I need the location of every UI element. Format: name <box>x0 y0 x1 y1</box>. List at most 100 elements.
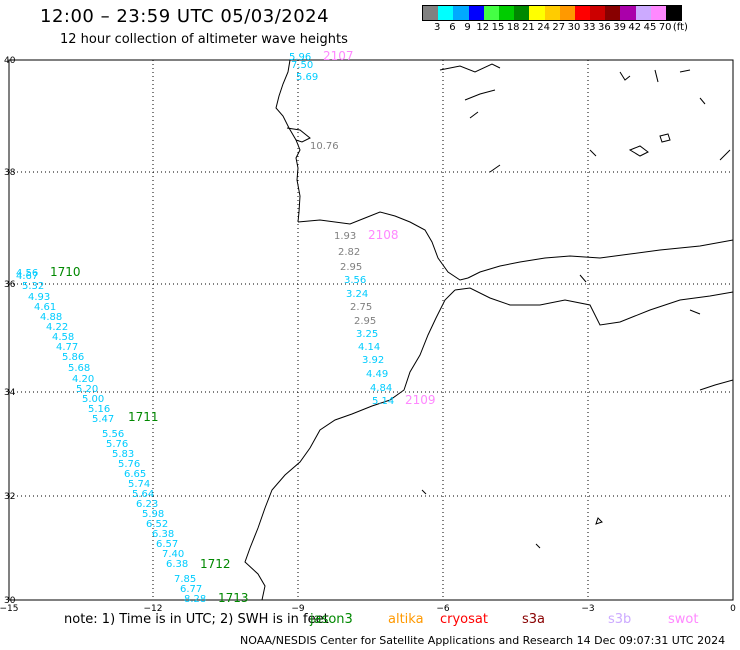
swh-value-label: 5.64 <box>132 489 154 500</box>
swh-value-label: 2.75 <box>350 302 372 313</box>
swh-value-label: 5.96 <box>289 52 311 63</box>
colorbar-label: 9 <box>464 22 471 33</box>
colorbar-swatch <box>635 6 651 20</box>
colorbar-label: 12 <box>476 22 490 33</box>
swh-value-label: 5.74 <box>128 479 150 490</box>
colorbar-label: 33 <box>582 22 596 33</box>
colorbar-swatch <box>453 6 469 20</box>
swh-value-label: 6.57 <box>156 539 178 550</box>
swh-value-label: 4.67 <box>16 271 38 282</box>
colorbar-label: 24 <box>537 22 550 33</box>
pass-id-label: 1713 <box>218 591 249 605</box>
swh-value-label: 2.95 <box>340 262 362 273</box>
pass-id-label: 2109 <box>405 393 436 407</box>
swh-value-label: 6.52 <box>146 519 168 530</box>
x-tick-label: −15 <box>0 604 19 614</box>
pass-id-label: 2107 <box>323 49 354 63</box>
swh-value-label: 5.20 <box>76 384 98 395</box>
swh-value-label: 7.40 <box>162 549 184 560</box>
lat-lon-grid <box>9 60 733 600</box>
swh-value-label: 5.16 <box>88 404 110 415</box>
colorbar-label: 70 <box>658 22 672 33</box>
swh-value-label: 5.68 <box>68 363 90 374</box>
swh-value-label: 5.76 <box>118 459 140 470</box>
swh-value-label: 6.38 <box>152 529 174 540</box>
swh-value-label: 4.14 <box>358 342 380 353</box>
pass-labels: 2107 2108 2109 1710 1711 1712 1713 <box>50 49 436 605</box>
swh-value-label: 7.85 <box>174 574 196 585</box>
colorbar-swatch <box>544 6 560 20</box>
coastline <box>244 59 734 601</box>
x-tick-label: 0 <box>730 604 736 614</box>
colorbar-swatch <box>559 6 575 20</box>
colorbar-label: (ft) <box>672 22 688 33</box>
swh-value-label: 3.92 <box>362 355 384 366</box>
map-frame <box>8 59 734 601</box>
swh-value-label: 3.24 <box>346 289 368 300</box>
colorbar-label: 3 <box>434 22 441 33</box>
swh-value-label: 4.77 <box>56 342 78 353</box>
swh-value-label: 5.56 <box>102 429 124 440</box>
swh-value-label: 6.77 <box>180 584 202 595</box>
credit-text: NOAA/NESDIS Center for Satellite Applica… <box>240 634 726 647</box>
swh-labels: 5.967.505.69 10.76 1.93 2.82 2.95 3.56 3.24 2.7… <box>16 52 394 605</box>
swh-value-label: 3.25 <box>356 329 378 340</box>
swh-value-label: 5.00 <box>82 394 104 405</box>
colorbar-swatch <box>423 6 439 20</box>
swh-value-label: 1.93 <box>334 231 356 242</box>
colorbar-label: 36 <box>598 22 611 33</box>
colorbar-label: 45 <box>643 22 657 33</box>
x-tick-label: −9 <box>291 604 305 614</box>
note-text: note: 1) Time is in UTC; 2) SWH is in fe… <box>64 612 329 627</box>
satellite-legend-item: s3a <box>522 612 546 627</box>
colorbar-label: 6 <box>449 22 456 33</box>
colorbar-swatch <box>650 6 666 20</box>
colorbar-swatch <box>574 6 591 20</box>
satellite-legend-item: altika <box>388 612 424 627</box>
pass-id-label: 2108 <box>368 228 399 242</box>
satellite-legend-item: jason3 <box>310 612 353 627</box>
swh-value-label: 2.95 <box>354 316 376 327</box>
satellite-legend-item: swot <box>668 612 699 627</box>
swh-value-label: 4.88 <box>40 312 62 323</box>
swh-value-label: 2.82 <box>338 247 360 258</box>
swh-value-label: 5.98 <box>142 509 164 520</box>
swh-value-label: 4.61 <box>34 302 56 313</box>
x-tick-label: −12 <box>144 604 163 614</box>
pass-id-label: 1712 <box>200 557 231 571</box>
swh-value-label: 4.22 <box>46 322 68 333</box>
colorbar-swatch <box>666 6 682 20</box>
colorbar: 3 6 9 12 15 18 21 24 27 30 33 36 39 42 45 70 (ft) <box>422 5 688 35</box>
colorbar-labels: 3 6 9 12 15 18 21 24 27 30 33 36 39 42 45 70 (ft) <box>422 21 688 35</box>
colorbar-swatch <box>620 6 636 20</box>
colorbar-swatches <box>422 5 683 21</box>
x-tick-label: −3 <box>581 604 594 614</box>
colorbar-swatch <box>590 6 606 20</box>
colorbar-swatch <box>483 6 499 20</box>
swh-value-label: 5.86 <box>62 352 84 363</box>
y-tick-label: 34 <box>4 388 16 398</box>
colorbar-swatch <box>514 6 530 20</box>
swh-value-label: 5.83 <box>112 449 134 460</box>
map-subtitle: 12 hour collection of altimeter wave hei… <box>60 32 348 47</box>
colorbar-label: 27 <box>552 22 566 33</box>
swh-value-label: 5.14 <box>372 396 394 407</box>
satellite-legend-item: cryosat <box>440 612 488 627</box>
swh-value-label: 4.58 <box>52 332 74 343</box>
colorbar-label: 30 <box>567 22 581 33</box>
swh-value-label: 5.47 <box>92 414 114 425</box>
swh-value-label: 8.28 <box>184 594 206 605</box>
colorbar-label: 18 <box>506 22 520 33</box>
y-tick-label: 32 <box>4 492 15 502</box>
axis-labels: −15 −12 −9 −6 −3 0 40 38 36 34 32 30 <box>0 56 736 614</box>
swh-value-label: 7.50 <box>291 60 313 71</box>
colorbar-swatch <box>498 6 515 20</box>
colorbar-label: 39 <box>613 22 626 33</box>
colorbar-swatch <box>438 6 454 20</box>
satellite-legend-item: s3b <box>608 612 632 627</box>
colorbar-label: 15 <box>491 22 505 33</box>
y-tick-label: 30 <box>4 596 16 606</box>
y-tick-label: 40 <box>4 56 16 66</box>
swh-value-label: 4.93 <box>28 292 50 303</box>
pass-id-label: 1710 <box>50 265 81 279</box>
